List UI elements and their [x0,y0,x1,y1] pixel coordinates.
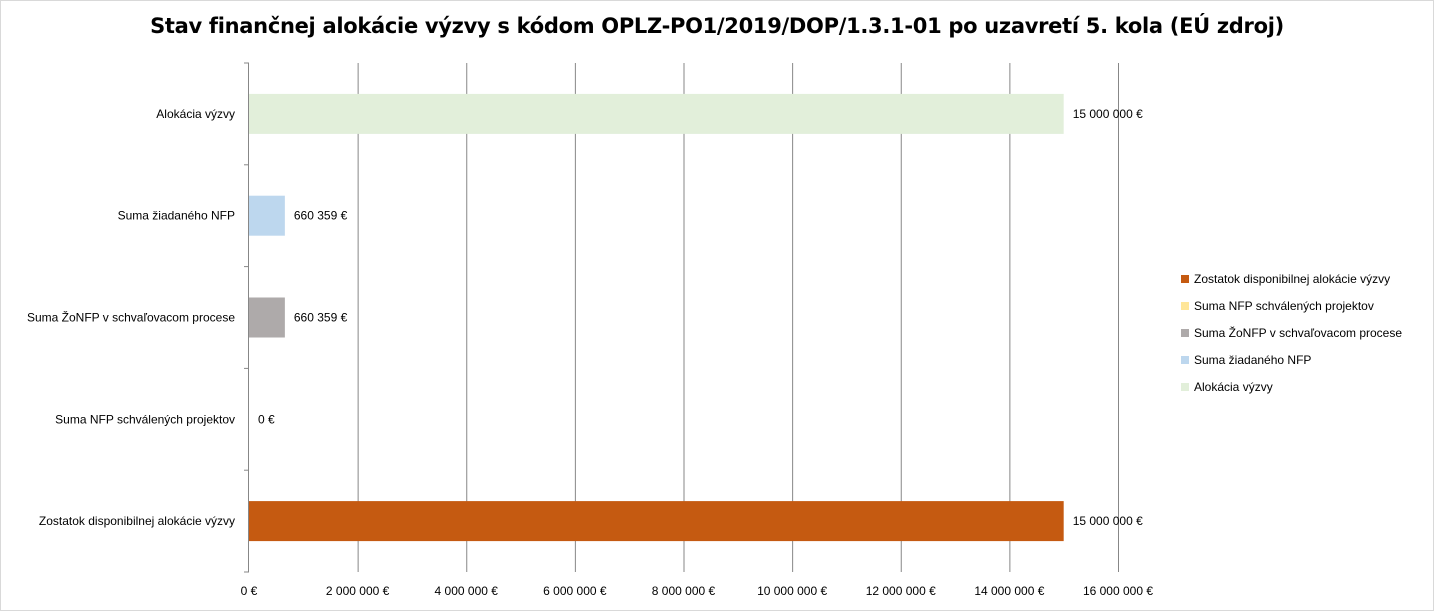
legend-item: Zostatok disponibilnej alokácie výzvy [1181,265,1402,292]
x-tick-label: 10 000 000 € [757,584,827,598]
legend-swatch [1181,355,1189,364]
x-tick-label: 4 000 000 € [435,584,499,598]
legend-swatch [1181,328,1189,337]
bar [249,93,1064,134]
category-label: Suma ŽoNFP v schvaľovacom procese [27,310,235,325]
data-labels: 15 000 000 € 660 359 € 660 359 € 0 € 15 000 … [258,107,1143,528]
data-label: 15 000 000 € [1073,107,1143,121]
legend-item: Suma ŽoNFP v schvaľovacom procese [1181,319,1402,346]
bars [249,93,1064,542]
category-label: Suma žiadaného NFP [118,209,235,223]
legend-label: Zostatok disponibilnej alokácie výzvy [1194,271,1391,286]
y-axis-category-labels: Alokácia výzvy Suma žiadaného NFP Suma ŽoN… [27,107,235,528]
x-tick-label: 0 € [241,584,258,598]
x-tick-label: 16 000 000 € [1083,584,1153,598]
legend-item: Suma žiadaného NFP [1181,346,1402,373]
legend-label: Suma ŽoNFP v schvaľovacom procese [1194,325,1403,340]
category-label: Alokácia výzvy [156,107,235,121]
gridlines [357,63,1119,572]
data-label: 15 000 000 € [1073,514,1143,528]
chart-title: Stav finančnej alokácie výzvy s kódom OP… [150,14,1284,38]
legend-item: Alokácia výzvy [1181,373,1402,400]
category-label: Zostatok disponibilnej alokácie výzvy [39,514,235,528]
x-tick-label: 2 000 000 € [326,584,390,598]
bar [249,297,285,338]
x-tick-label: 14 000 000 € [974,584,1044,598]
bar [249,501,1064,542]
chart-legend: Zostatok disponibilnej alokácie výzvy Sum… [1181,265,1402,400]
legend-swatch [1181,301,1189,310]
category-axis [244,62,249,573]
legend-label: Suma NFP schválených projektov [1194,298,1374,313]
legend-swatch [1181,382,1189,391]
legend-label: Alokácia výzvy [1194,379,1273,394]
legend-label: Suma žiadaného NFP [1194,352,1312,367]
x-tick-label: 6 000 000 € [543,584,607,598]
data-label: 0 € [258,412,275,426]
legend-item: Suma NFP schválených projektov [1181,292,1402,319]
data-label: 660 359 € [294,311,348,325]
legend-swatch [1181,274,1189,283]
bar [249,195,285,236]
x-axis-tick-labels: 0 € 2 000 000 € 4 000 000 € 6 000 000 € 8 00… [241,584,1154,598]
x-tick-label: 12 000 000 € [866,584,936,598]
x-tick-label: 8 000 000 € [652,584,716,598]
category-label: Suma NFP schválených projektov [55,412,235,426]
data-label: 660 359 € [294,209,348,223]
